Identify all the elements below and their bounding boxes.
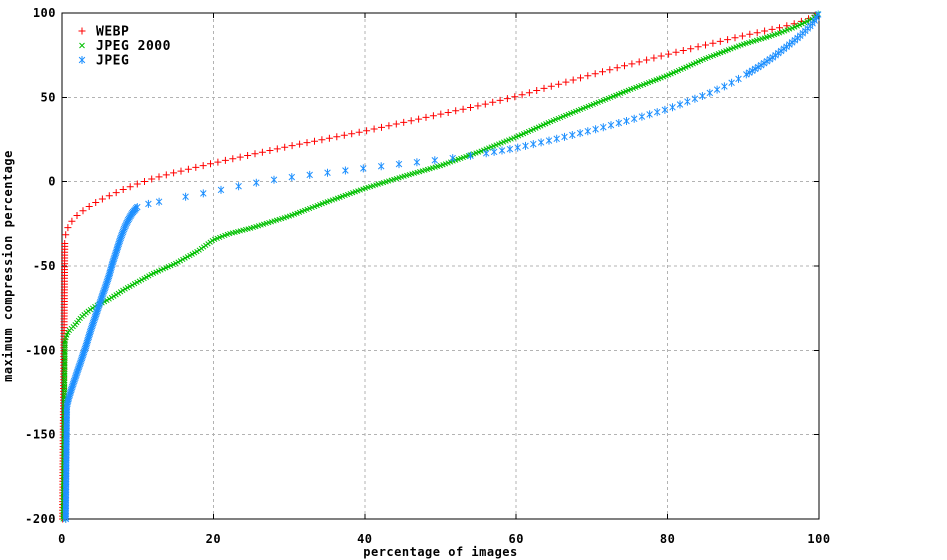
legend-label: JPEG xyxy=(96,54,129,69)
y-tick-label: 50 xyxy=(41,90,56,104)
x-tick-label: 20 xyxy=(206,532,221,546)
legend-marker-webp-icon xyxy=(78,27,86,35)
grid-lines xyxy=(62,13,819,519)
legend-marker-jpeg-icon xyxy=(78,56,86,64)
y-tick-label: 0 xyxy=(48,175,56,189)
y-axis-title: maximum compression percentage xyxy=(1,150,15,382)
x-tick-label: 0 xyxy=(58,532,66,546)
legend-label: WEBP xyxy=(96,25,129,40)
x-axis-title: percentage of images xyxy=(363,545,518,559)
x-tick-label: 60 xyxy=(508,532,523,546)
y-tick-label: 100 xyxy=(33,6,56,20)
y-tick-label: -50 xyxy=(33,259,56,273)
series-jpeg xyxy=(62,10,822,523)
x-tick-label: 80 xyxy=(660,532,675,546)
legend-label: JPEG 2000 xyxy=(96,39,171,54)
plot-border xyxy=(61,12,820,520)
x-tick-label: 40 xyxy=(357,532,372,546)
y-tick-label: -150 xyxy=(25,428,56,442)
y-tick-label: -100 xyxy=(25,343,56,357)
y-tick-label: -200 xyxy=(25,512,56,526)
legend-marker-jpeg-2000-icon xyxy=(79,42,85,49)
x-tick-label: 100 xyxy=(807,532,830,546)
